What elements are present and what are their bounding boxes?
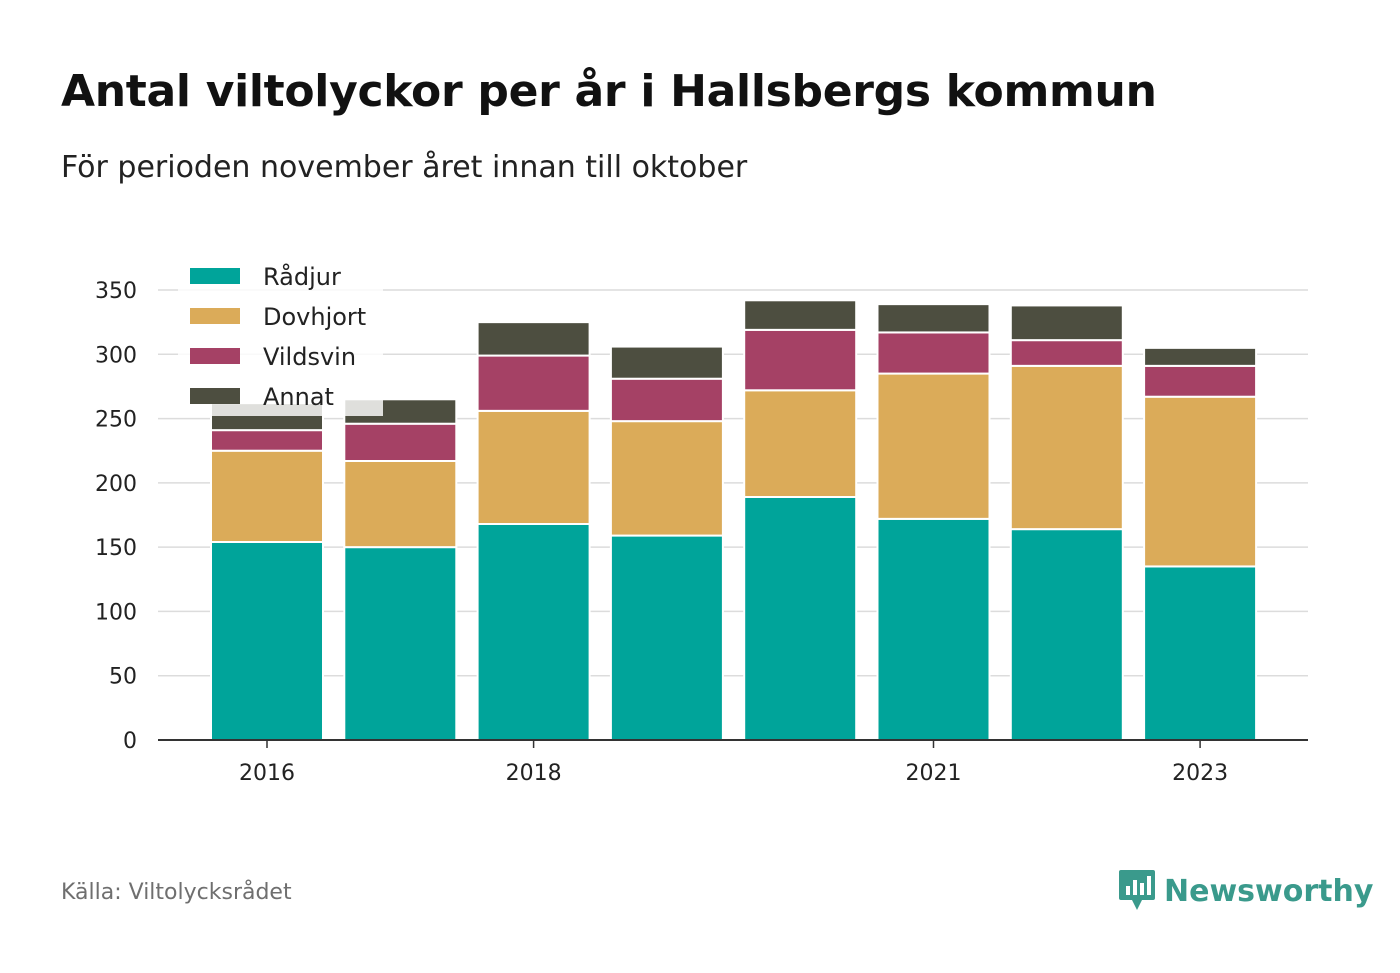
- bar-segment: [476, 321, 591, 357]
- bar-stack-2023: [1143, 346, 1258, 742]
- bar-stack-2017: [343, 398, 458, 742]
- brand-logo[interactable]: Newsworthy: [1118, 868, 1373, 914]
- y-tick-label: 300: [95, 343, 137, 368]
- bar-stacks: [210, 299, 1258, 742]
- bar-segment: [743, 496, 858, 741]
- bar-stack-2018: [476, 321, 591, 741]
- bar-segment: [609, 534, 724, 741]
- bar-segment: [343, 546, 458, 742]
- bar-segment: [476, 523, 591, 741]
- bar-segment: [876, 331, 991, 375]
- bar-segment: [876, 303, 991, 334]
- bar-segment: [743, 389, 858, 498]
- y-tick-label: 200: [95, 472, 137, 497]
- x-tick-label: 2016: [239, 761, 295, 786]
- y-tick-label: 350: [95, 279, 137, 304]
- legend-swatch: [190, 308, 240, 324]
- bar-segment: [609, 345, 724, 380]
- legend-label: Dovhjort: [263, 303, 366, 331]
- legend-swatch: [190, 388, 240, 404]
- legend: Rådjur Dovhjort Vildsvin Annat: [178, 256, 383, 416]
- bar-segment: [743, 328, 858, 392]
- brand-name: Newsworthy: [1164, 873, 1374, 909]
- bar-segment: [1143, 346, 1258, 367]
- legend-label: Rådjur: [263, 262, 341, 291]
- bar-stack-2022: [1009, 304, 1124, 742]
- x-tick-label: 2023: [1172, 761, 1228, 786]
- bar-segment: [210, 449, 324, 544]
- bar-stack-2021: [876, 303, 991, 741]
- y-tick-label: 50: [109, 665, 137, 690]
- x-tick-label: 2018: [506, 761, 562, 786]
- x-tick-label: 2021: [906, 761, 962, 786]
- bar-segment: [343, 422, 458, 463]
- bar-segment: [609, 420, 724, 537]
- x-axis: 2016 2018 2021 2023: [158, 739, 1308, 786]
- bar-segment: [876, 372, 991, 520]
- bar-segment: [1009, 304, 1124, 342]
- legend-label: Vildsvin: [263, 343, 356, 371]
- legend-label: Annat: [263, 383, 334, 411]
- chart-title: Antal viltolyckor per år i Hallsbergs ko…: [61, 66, 1157, 117]
- bar-segment: [1143, 395, 1258, 568]
- bar-segment: [743, 299, 858, 331]
- bar-segment: [609, 377, 724, 423]
- y-tick-label: 150: [95, 536, 137, 561]
- bar-stack-2019: [609, 345, 724, 741]
- bar-stack-2016: [210, 402, 324, 741]
- legend-swatch: [190, 348, 240, 364]
- bar-segment: [343, 460, 458, 549]
- bar-segment: [210, 429, 324, 452]
- bar-segment: [476, 354, 591, 412]
- y-tick-label: 100: [95, 600, 137, 625]
- bar-segment: [1009, 528, 1124, 742]
- bar-segment: [1009, 339, 1124, 367]
- y-axis-tick-labels: 0 50 100 150 200 250 300 350: [95, 279, 137, 754]
- legend-swatch: [190, 268, 240, 284]
- bar-segment: [1143, 364, 1258, 398]
- bar-segment: [476, 409, 591, 526]
- source-note: Källa: Viltolycksrådet: [61, 880, 292, 905]
- chart-subtitle: För perioden november året innan till ok…: [61, 150, 748, 185]
- bar-segment: [876, 517, 991, 741]
- y-tick-label: 0: [123, 729, 137, 754]
- y-tick-label: 250: [95, 408, 137, 433]
- bar-segment: [1143, 565, 1258, 742]
- bar-segment: [210, 541, 324, 741]
- newsworthy-logo-icon: [1119, 870, 1155, 910]
- bar-stack-2020: [743, 299, 858, 741]
- bar-segment: [1009, 364, 1124, 531]
